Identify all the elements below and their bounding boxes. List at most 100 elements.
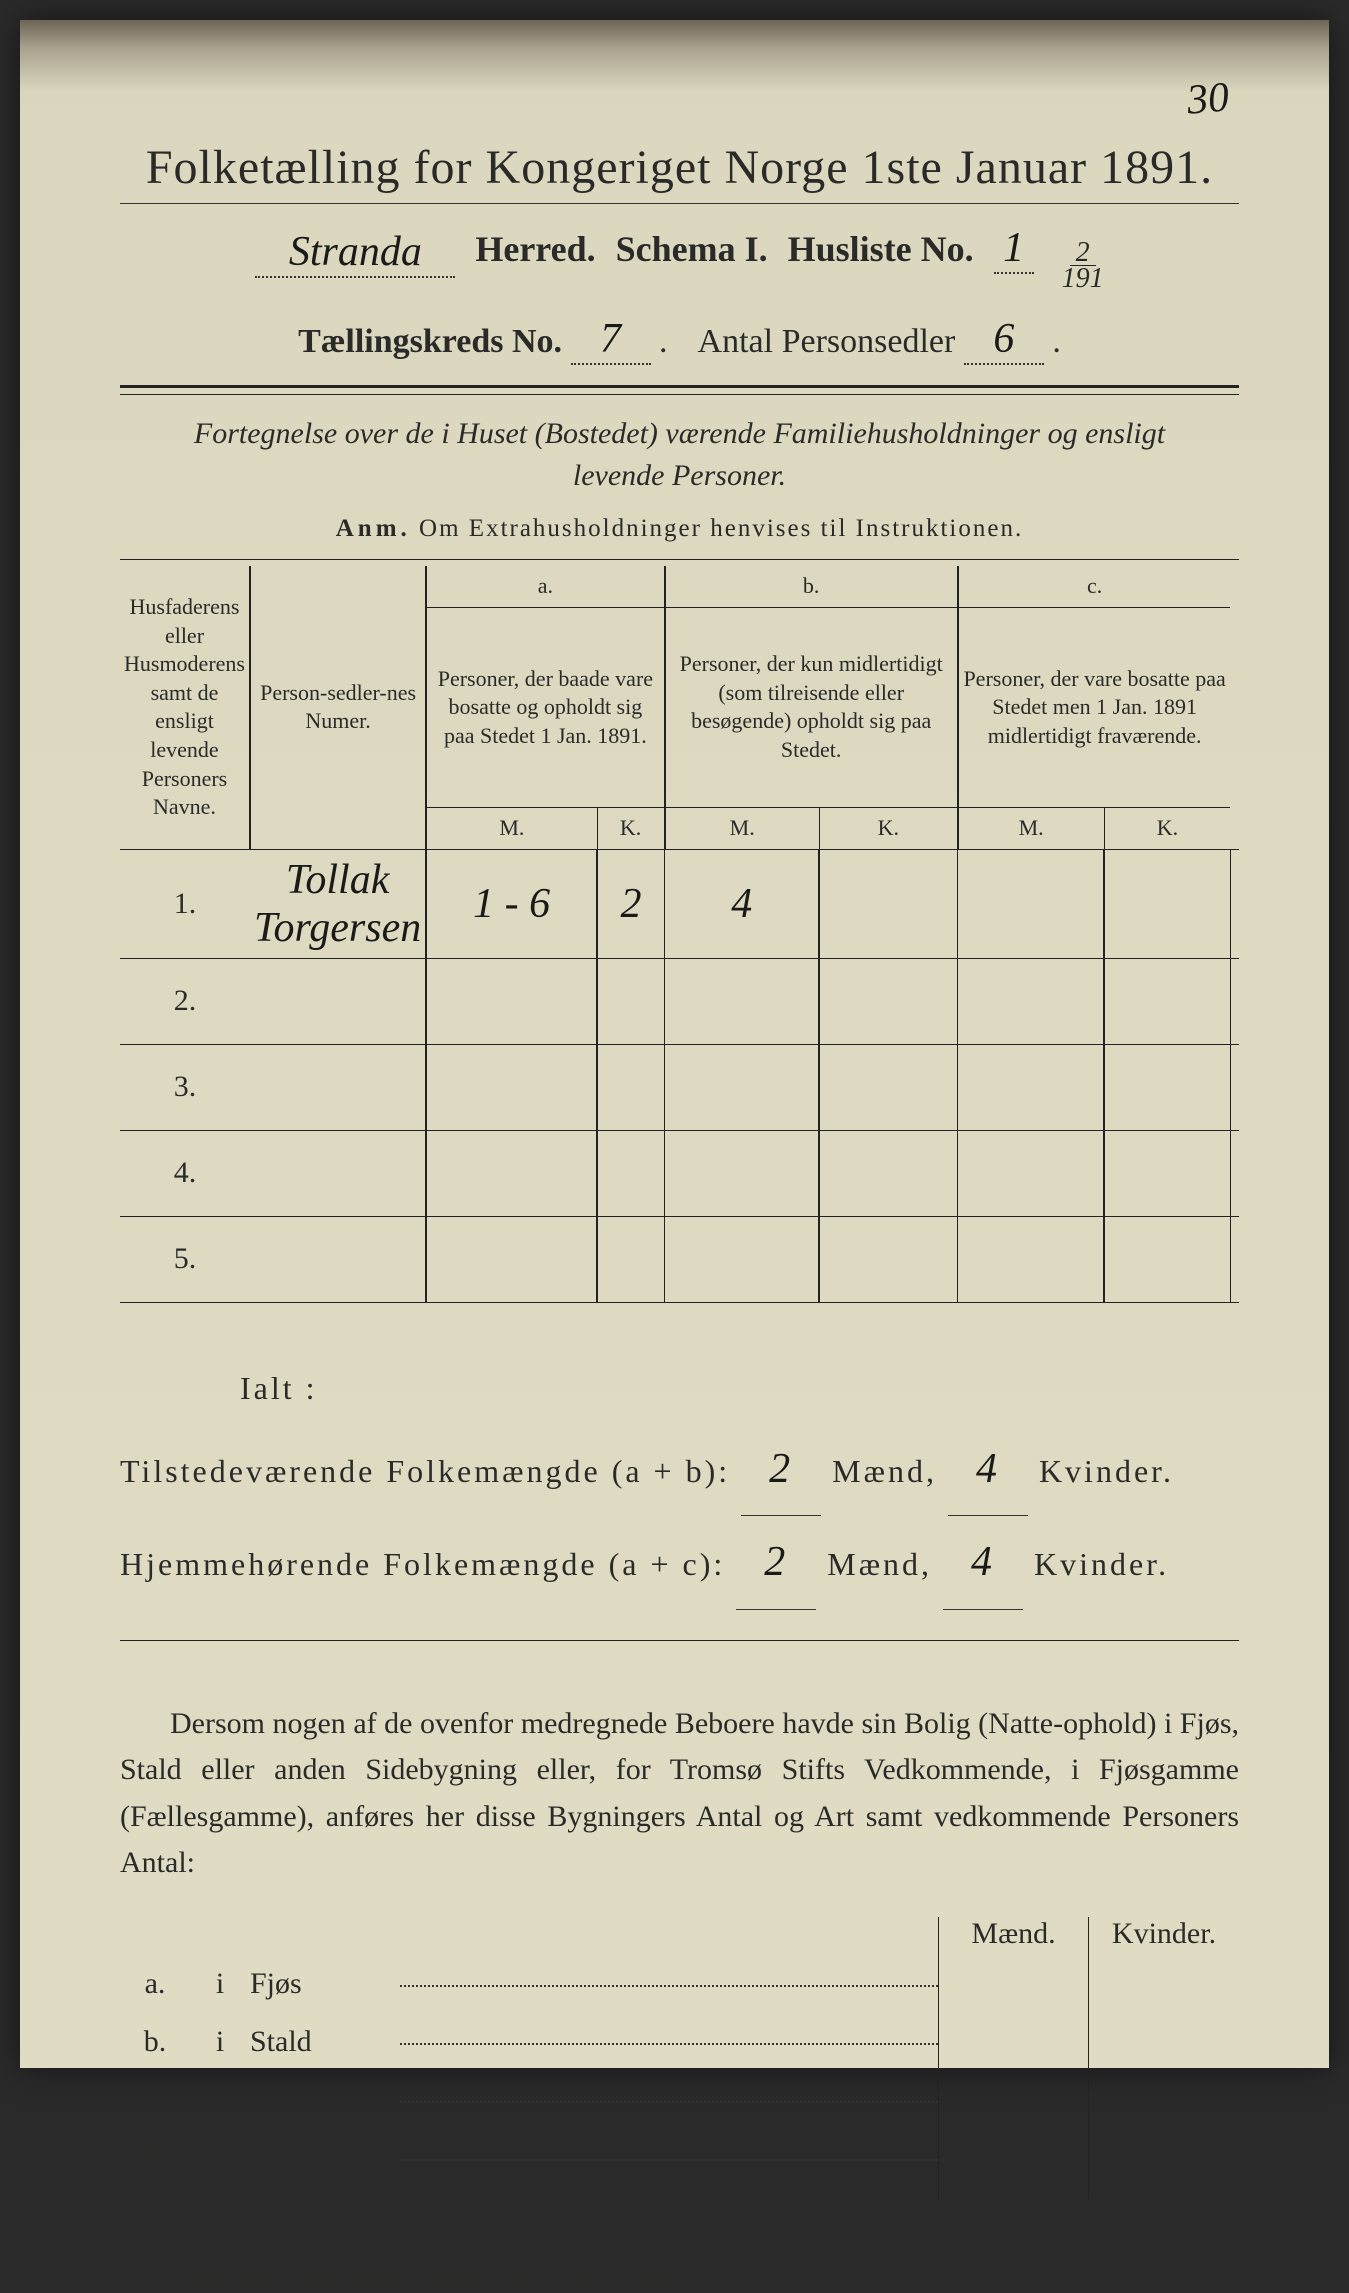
hjemme-m: 2	[736, 1516, 816, 1609]
bK-cell	[958, 1216, 1104, 1302]
kreds-row: Tællingskreds No. 7 . Antal Personsedler…	[120, 315, 1239, 365]
cK-cell	[1230, 1130, 1239, 1216]
herred-row: Stranda Herred. Schema I. Husliste No. 1…	[120, 224, 1239, 291]
building-i: i	[190, 2141, 250, 2175]
title-underline	[120, 203, 1239, 204]
th-names: Husfaderens eller Husmoderens samt de en…	[120, 566, 250, 849]
kvinder-1: Kvinder.	[1039, 1453, 1174, 1489]
building-i: i	[190, 2083, 250, 2117]
name-cell	[250, 958, 426, 1044]
bM-cell	[819, 1044, 957, 1130]
tilstede-row: Tilstedeværende Folkemængde (a + b): 2 M…	[120, 1423, 1239, 1516]
subtitle: Fortegnelse over de i Huset (Bostedet) v…	[160, 413, 1199, 497]
th-a-text: Personer, der baade vare bosatte og opho…	[426, 607, 664, 807]
husliste-value: 1	[994, 224, 1034, 274]
aM-cell	[597, 1044, 664, 1130]
hjemme-row: Hjemmehørende Folkemængde (a + c): 2 Mæn…	[120, 1516, 1239, 1609]
bM-cell	[819, 1130, 957, 1216]
tilstede-k: 4	[948, 1423, 1028, 1516]
aM-cell	[597, 1216, 664, 1302]
anm-prefix: Anm.	[336, 515, 411, 542]
bM-cell	[819, 849, 957, 958]
summary-block: Ialt : Tilstedeværende Folkemængde (a + …	[120, 1353, 1239, 1610]
nei-text: I modsat Fald understreges her Ordet:	[170, 2259, 624, 2292]
th-a-tag: a.	[426, 566, 664, 607]
building-i: i	[190, 1967, 250, 2001]
dotted-line	[400, 2159, 938, 2161]
row-number: 2.	[120, 958, 250, 1044]
kreds-value: 7	[571, 315, 651, 365]
th-c-m: M.	[958, 807, 1104, 849]
th-a-m: M.	[426, 807, 597, 849]
divider-thin	[120, 394, 1239, 395]
buildings-mk-cols: Mænd. Kvinder.	[938, 1917, 1239, 2199]
table-row: 1.Tollak Torgersen1 - 624	[120, 849, 1239, 958]
build-kvinder-header: Kvinder.	[1089, 1917, 1239, 1967]
page-number-annotation: 30	[1185, 73, 1231, 124]
aM-cell	[597, 1130, 664, 1216]
table-row: 5.	[120, 1216, 1239, 1302]
aK-cell: 4	[665, 849, 820, 958]
aged-paper-edge	[20, 20, 1329, 90]
tilstede-m: 2	[741, 1423, 821, 1516]
building-paragraph: Dersom nogen af de ovenfor medregnede Be…	[120, 1701, 1239, 1887]
bM-cell	[819, 1216, 957, 1302]
name-cell	[250, 1044, 426, 1130]
th-c-text: Personer, der vare bosatte paa Stedet me…	[958, 607, 1231, 807]
bK-cell	[958, 849, 1104, 958]
cK-cell	[1230, 849, 1239, 958]
th-b-text: Personer, der kun midlertidigt (som tilr…	[665, 607, 958, 807]
bK-cell	[958, 1130, 1104, 1216]
maend-2: Mænd,	[827, 1546, 932, 1582]
sedler-value: 6	[964, 315, 1044, 365]
aK-cell	[665, 958, 820, 1044]
husliste-fraction: 2 191	[1062, 240, 1104, 291]
cM-cell	[1104, 849, 1230, 958]
row-number: 1.	[120, 849, 250, 958]
household-table: Husfaderens eller Husmoderens samt de en…	[120, 566, 1239, 1302]
num-cell	[426, 1130, 597, 1216]
th-nummer: Person-sedler-nes Numer.	[250, 566, 426, 849]
census-form-page: 30 Folketælling for Kongeriget Norge 1st…	[20, 20, 1329, 2068]
th-b-tag: b.	[665, 566, 958, 607]
maend-1: Mænd,	[832, 1453, 937, 1489]
dotted-line	[400, 1985, 938, 1987]
th-c-tag: c.	[958, 566, 1231, 607]
bK-cell	[958, 958, 1104, 1044]
schema-label: Schema I.	[616, 228, 768, 270]
hjemme-k: 4	[943, 1516, 1023, 1609]
building-row: c.i	[120, 2083, 938, 2141]
form-title: Folketælling for Kongeriget Norge 1ste J…	[120, 140, 1239, 195]
name-cell	[250, 1130, 426, 1216]
name-cell: Tollak Torgersen	[250, 849, 426, 958]
building-i: i	[190, 2025, 250, 2059]
cM-cell	[1104, 1216, 1230, 1302]
building-letter: c.	[120, 2083, 190, 2117]
build-maend-header: Mænd.	[939, 1917, 1088, 1967]
hjemme-label: Hjemmehørende Folkemængde (a + c):	[120, 1529, 725, 1599]
building-letter: b.	[120, 2025, 190, 2059]
row-number: 5.	[120, 1216, 250, 1302]
cM-cell	[1104, 1044, 1230, 1130]
name-cell	[250, 1216, 426, 1302]
cM-cell	[1104, 958, 1230, 1044]
building-row: a.iFjøs	[120, 1967, 938, 2025]
num-cell: 1 - 6	[426, 849, 597, 958]
th-b-m: M.	[665, 807, 820, 849]
building-name: Fjøs	[250, 1967, 400, 2001]
aM-cell	[597, 958, 664, 1044]
husliste-label: Husliste No.	[788, 228, 974, 270]
table-row: 3.	[120, 1044, 1239, 1130]
herred-label: Herred.	[475, 228, 595, 270]
dotted-line	[400, 2043, 938, 2045]
bM-cell	[819, 958, 957, 1044]
nei-line: I modsat Fald understreges her Ordet: Ne…	[120, 2259, 1239, 2293]
sedler-label: Antal Personsedler	[698, 323, 956, 360]
num-cell	[426, 958, 597, 1044]
table-row: 4.	[120, 1130, 1239, 1216]
dotted-line	[400, 2101, 938, 2103]
aK-cell	[665, 1044, 820, 1130]
bK-cell	[958, 1044, 1104, 1130]
aK-cell	[665, 1130, 820, 1216]
herred-value: Stranda	[255, 228, 455, 278]
